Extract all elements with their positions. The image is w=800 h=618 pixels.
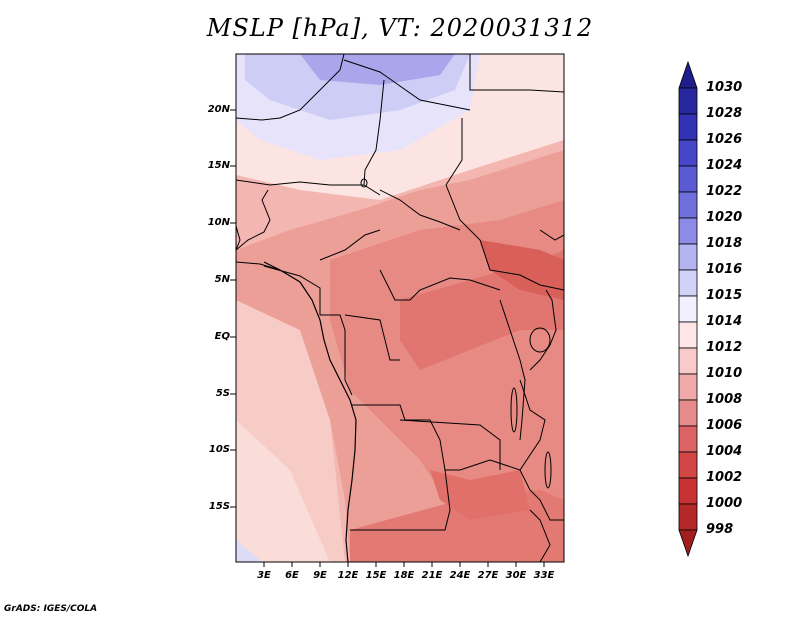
colorbar-label: 1010 <box>706 366 743 381</box>
lat-label: 20N <box>207 104 230 115</box>
colorbar <box>678 60 698 558</box>
colorbar-label: 1014 <box>706 314 743 329</box>
lon-label: 15E <box>365 570 387 581</box>
colorbar-label: 1024 <box>706 158 743 173</box>
lat-label: 10S <box>208 444 230 455</box>
colorbar-label: 1022 <box>706 184 743 199</box>
colorbar-swatch <box>678 243 698 271</box>
lon-label: 27E <box>477 570 499 581</box>
lon-label: 12E <box>337 570 359 581</box>
lon-label: 30E <box>505 570 527 581</box>
colorbar-label: 1018 <box>706 236 743 251</box>
lon-label: 3E <box>257 570 271 581</box>
colorbar-swatch <box>678 295 698 323</box>
country-borders <box>236 54 564 562</box>
colorbar-top-arrow <box>678 60 698 89</box>
lat-label: 5N <box>214 274 230 285</box>
grads-credit: GrADS: IGES/COLA <box>4 604 98 614</box>
colorbar-swatch <box>678 425 698 453</box>
lon-label: 33E <box>533 570 555 581</box>
colorbar-label: 1016 <box>706 262 743 277</box>
colorbar-swatch <box>678 347 698 375</box>
colorbar-label: 1006 <box>706 418 743 433</box>
colorbar-label: 1002 <box>706 470 743 485</box>
axis-ticks <box>230 109 545 567</box>
colorbar-label: 1028 <box>706 106 743 121</box>
lon-label: 18E <box>393 570 415 581</box>
colorbar-swatch <box>678 399 698 427</box>
colorbar-label: 1015 <box>706 288 743 303</box>
colorbar-swatch <box>678 373 698 401</box>
colorbar-swatch <box>678 191 698 219</box>
map-title: MSLP [hPa], VT: 2020031312 <box>206 14 594 42</box>
colorbar-swatch <box>678 217 698 245</box>
colorbar-swatch <box>678 87 698 115</box>
lat-label: EQ <box>214 331 230 342</box>
colorbar-label: 1008 <box>706 392 743 407</box>
colorbar-label: 1004 <box>706 444 743 459</box>
colorbar-swatch <box>678 113 698 141</box>
colorbar-label: 1000 <box>706 496 743 511</box>
colorbar-label: 1026 <box>706 132 743 147</box>
colorbar-swatch <box>678 321 698 349</box>
lat-label: 15N <box>207 160 230 171</box>
map-frame <box>235 53 565 563</box>
colorbar-swatch <box>678 503 698 531</box>
colorbar-label: 1020 <box>706 210 743 225</box>
colorbar-swatch <box>678 165 698 193</box>
colorbar-label: 1030 <box>706 80 743 95</box>
colorbar-swatch <box>678 139 698 167</box>
lon-label: 6E <box>285 570 299 581</box>
lat-label: 10N <box>207 217 230 228</box>
lon-label: 21E <box>421 570 443 581</box>
colorbar-swatch <box>678 451 698 479</box>
colorbar-bottom-arrow <box>678 529 698 558</box>
atlantic-coastline <box>263 261 357 563</box>
lon-label: 24E <box>449 570 471 581</box>
lat-label: 5S <box>215 388 230 399</box>
colorbar-swatch <box>678 477 698 505</box>
colorbar-label: 998 <box>706 522 734 537</box>
colorbar-label: 1012 <box>706 340 743 355</box>
lat-label: 15S <box>208 501 230 512</box>
colorbar-swatch <box>678 269 698 297</box>
pressure-field <box>236 54 564 562</box>
lakes <box>360 178 552 489</box>
lon-label: 9E <box>313 570 327 581</box>
